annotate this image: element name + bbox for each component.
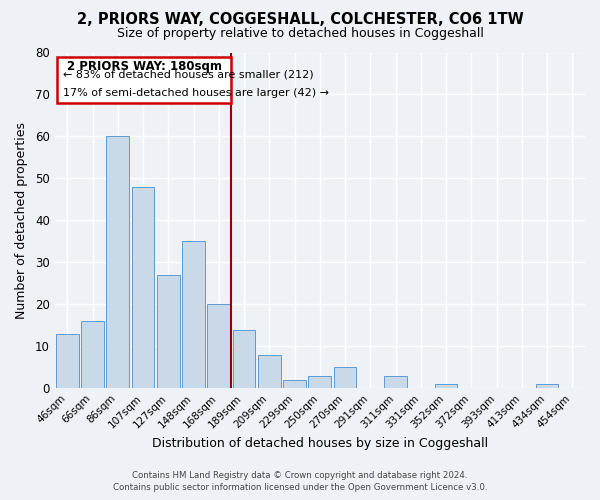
Text: 2 PRIORS WAY: 180sqm: 2 PRIORS WAY: 180sqm	[67, 60, 222, 73]
Text: 2, PRIORS WAY, COGGESHALL, COLCHESTER, CO6 1TW: 2, PRIORS WAY, COGGESHALL, COLCHESTER, C…	[77, 12, 523, 28]
Bar	[56, 334, 79, 388]
Bar	[283, 380, 306, 388]
Text: Size of property relative to detached houses in Coggeshall: Size of property relative to detached ho…	[116, 28, 484, 40]
Bar	[132, 187, 154, 388]
Text: ← 83% of detached houses are smaller (212): ← 83% of detached houses are smaller (21…	[62, 69, 313, 79]
Text: Contains HM Land Registry data © Crown copyright and database right 2024.
Contai: Contains HM Land Registry data © Crown c…	[113, 471, 487, 492]
Bar	[384, 376, 407, 388]
Bar	[182, 242, 205, 388]
Bar	[308, 376, 331, 388]
Y-axis label: Number of detached properties: Number of detached properties	[15, 122, 28, 319]
FancyBboxPatch shape	[58, 56, 232, 103]
X-axis label: Distribution of detached houses by size in Coggeshall: Distribution of detached houses by size …	[152, 437, 488, 450]
Bar	[435, 384, 457, 388]
Text: 17% of semi-detached houses are larger (42) →: 17% of semi-detached houses are larger (…	[62, 88, 329, 98]
Bar	[157, 275, 179, 388]
Bar	[258, 355, 281, 388]
Bar	[233, 330, 256, 388]
Bar	[106, 136, 129, 388]
Bar	[536, 384, 559, 388]
Bar	[208, 304, 230, 388]
Bar	[81, 321, 104, 388]
Bar	[334, 368, 356, 388]
